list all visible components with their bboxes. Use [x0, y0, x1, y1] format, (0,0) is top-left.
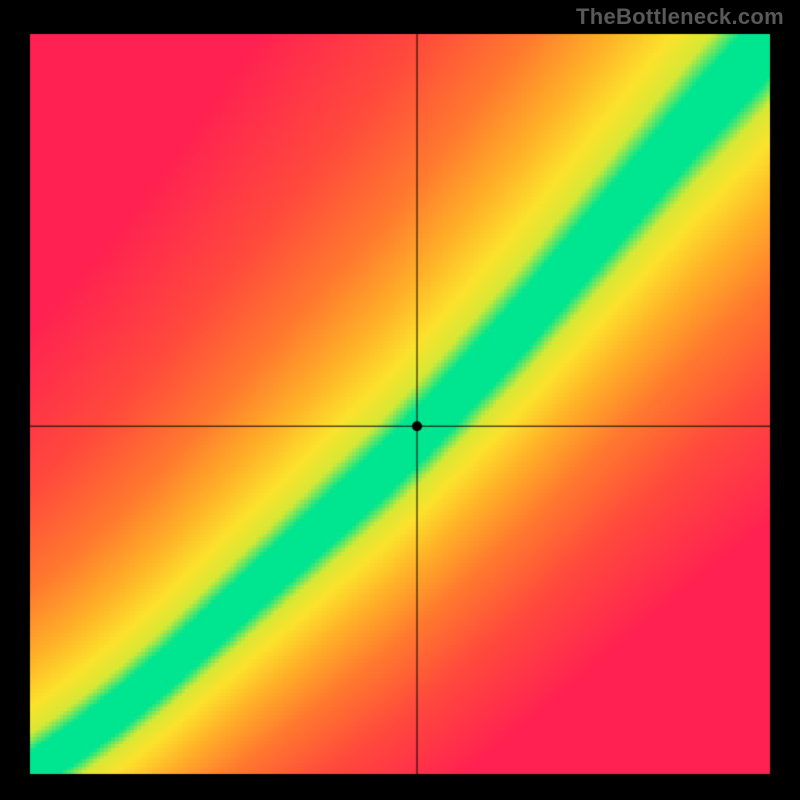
- watermark-text: TheBottleneck.com: [576, 4, 784, 30]
- bottleneck-heatmap: [0, 0, 800, 800]
- chart-container: TheBottleneck.com: [0, 0, 800, 800]
